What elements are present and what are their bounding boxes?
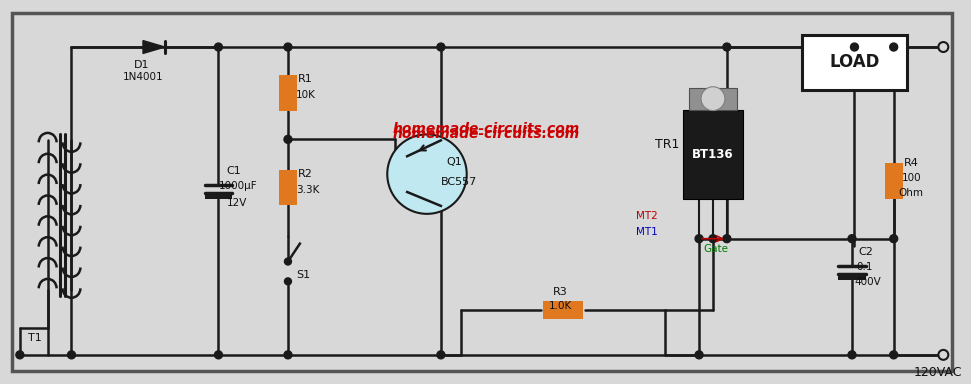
Text: 1.0K: 1.0K <box>550 301 572 311</box>
Text: C1: C1 <box>226 166 241 176</box>
Text: R1: R1 <box>298 74 313 84</box>
Bar <box>279 75 297 111</box>
Text: T1: T1 <box>28 333 42 343</box>
Text: BC557: BC557 <box>441 177 477 187</box>
Text: MT2: MT2 <box>635 211 657 221</box>
Bar <box>279 170 297 205</box>
Circle shape <box>285 278 291 285</box>
Bar <box>684 109 743 199</box>
Text: 100: 100 <box>902 173 921 183</box>
Text: BT136: BT136 <box>692 148 734 161</box>
Text: 120VAC: 120VAC <box>914 366 962 379</box>
Text: Ohm: Ohm <box>898 188 923 198</box>
Circle shape <box>284 136 292 143</box>
Circle shape <box>437 43 445 51</box>
Circle shape <box>215 43 222 51</box>
Circle shape <box>701 87 725 111</box>
Bar <box>205 193 232 199</box>
Circle shape <box>722 235 731 243</box>
Circle shape <box>68 351 76 359</box>
Text: LOAD: LOAD <box>829 53 880 71</box>
Circle shape <box>889 235 897 243</box>
Text: MT1: MT1 <box>635 227 657 237</box>
Bar <box>838 274 866 280</box>
Text: 1000μF: 1000μF <box>218 181 257 191</box>
Circle shape <box>695 235 703 243</box>
Bar <box>802 35 907 90</box>
Circle shape <box>16 351 24 359</box>
Bar <box>885 163 903 199</box>
Text: 3.3K: 3.3K <box>296 185 319 195</box>
Text: homemade-circuits.com: homemade-circuits.com <box>393 122 581 136</box>
Circle shape <box>889 351 897 359</box>
Circle shape <box>387 134 467 214</box>
Text: C2: C2 <box>858 247 873 257</box>
Bar <box>689 88 737 109</box>
Text: 10K: 10K <box>296 90 316 100</box>
Polygon shape <box>143 41 165 53</box>
Circle shape <box>695 351 703 359</box>
Text: TR1: TR1 <box>655 138 680 151</box>
Circle shape <box>848 351 856 359</box>
Circle shape <box>889 43 897 51</box>
Text: 1N4001: 1N4001 <box>123 72 164 82</box>
Text: Gate: Gate <box>703 243 728 253</box>
Circle shape <box>851 43 858 51</box>
Circle shape <box>938 42 949 52</box>
Circle shape <box>709 235 717 243</box>
Circle shape <box>215 351 222 359</box>
Text: S1: S1 <box>296 270 310 280</box>
Text: R4: R4 <box>904 158 919 168</box>
Text: 12V: 12V <box>226 198 247 208</box>
Circle shape <box>722 43 731 51</box>
Text: homemade-circuits.com: homemade-circuits.com <box>393 127 581 141</box>
Text: Q1: Q1 <box>447 157 462 167</box>
Circle shape <box>284 351 292 359</box>
Circle shape <box>848 235 856 243</box>
Circle shape <box>437 351 445 359</box>
Text: R3: R3 <box>553 287 568 297</box>
Text: 400V: 400V <box>854 277 881 287</box>
Circle shape <box>284 43 292 51</box>
Text: D1: D1 <box>134 60 150 70</box>
Circle shape <box>285 258 291 265</box>
Text: 0.1: 0.1 <box>856 262 873 272</box>
Circle shape <box>938 350 949 360</box>
Text: R2: R2 <box>298 169 313 179</box>
Bar <box>543 301 583 319</box>
